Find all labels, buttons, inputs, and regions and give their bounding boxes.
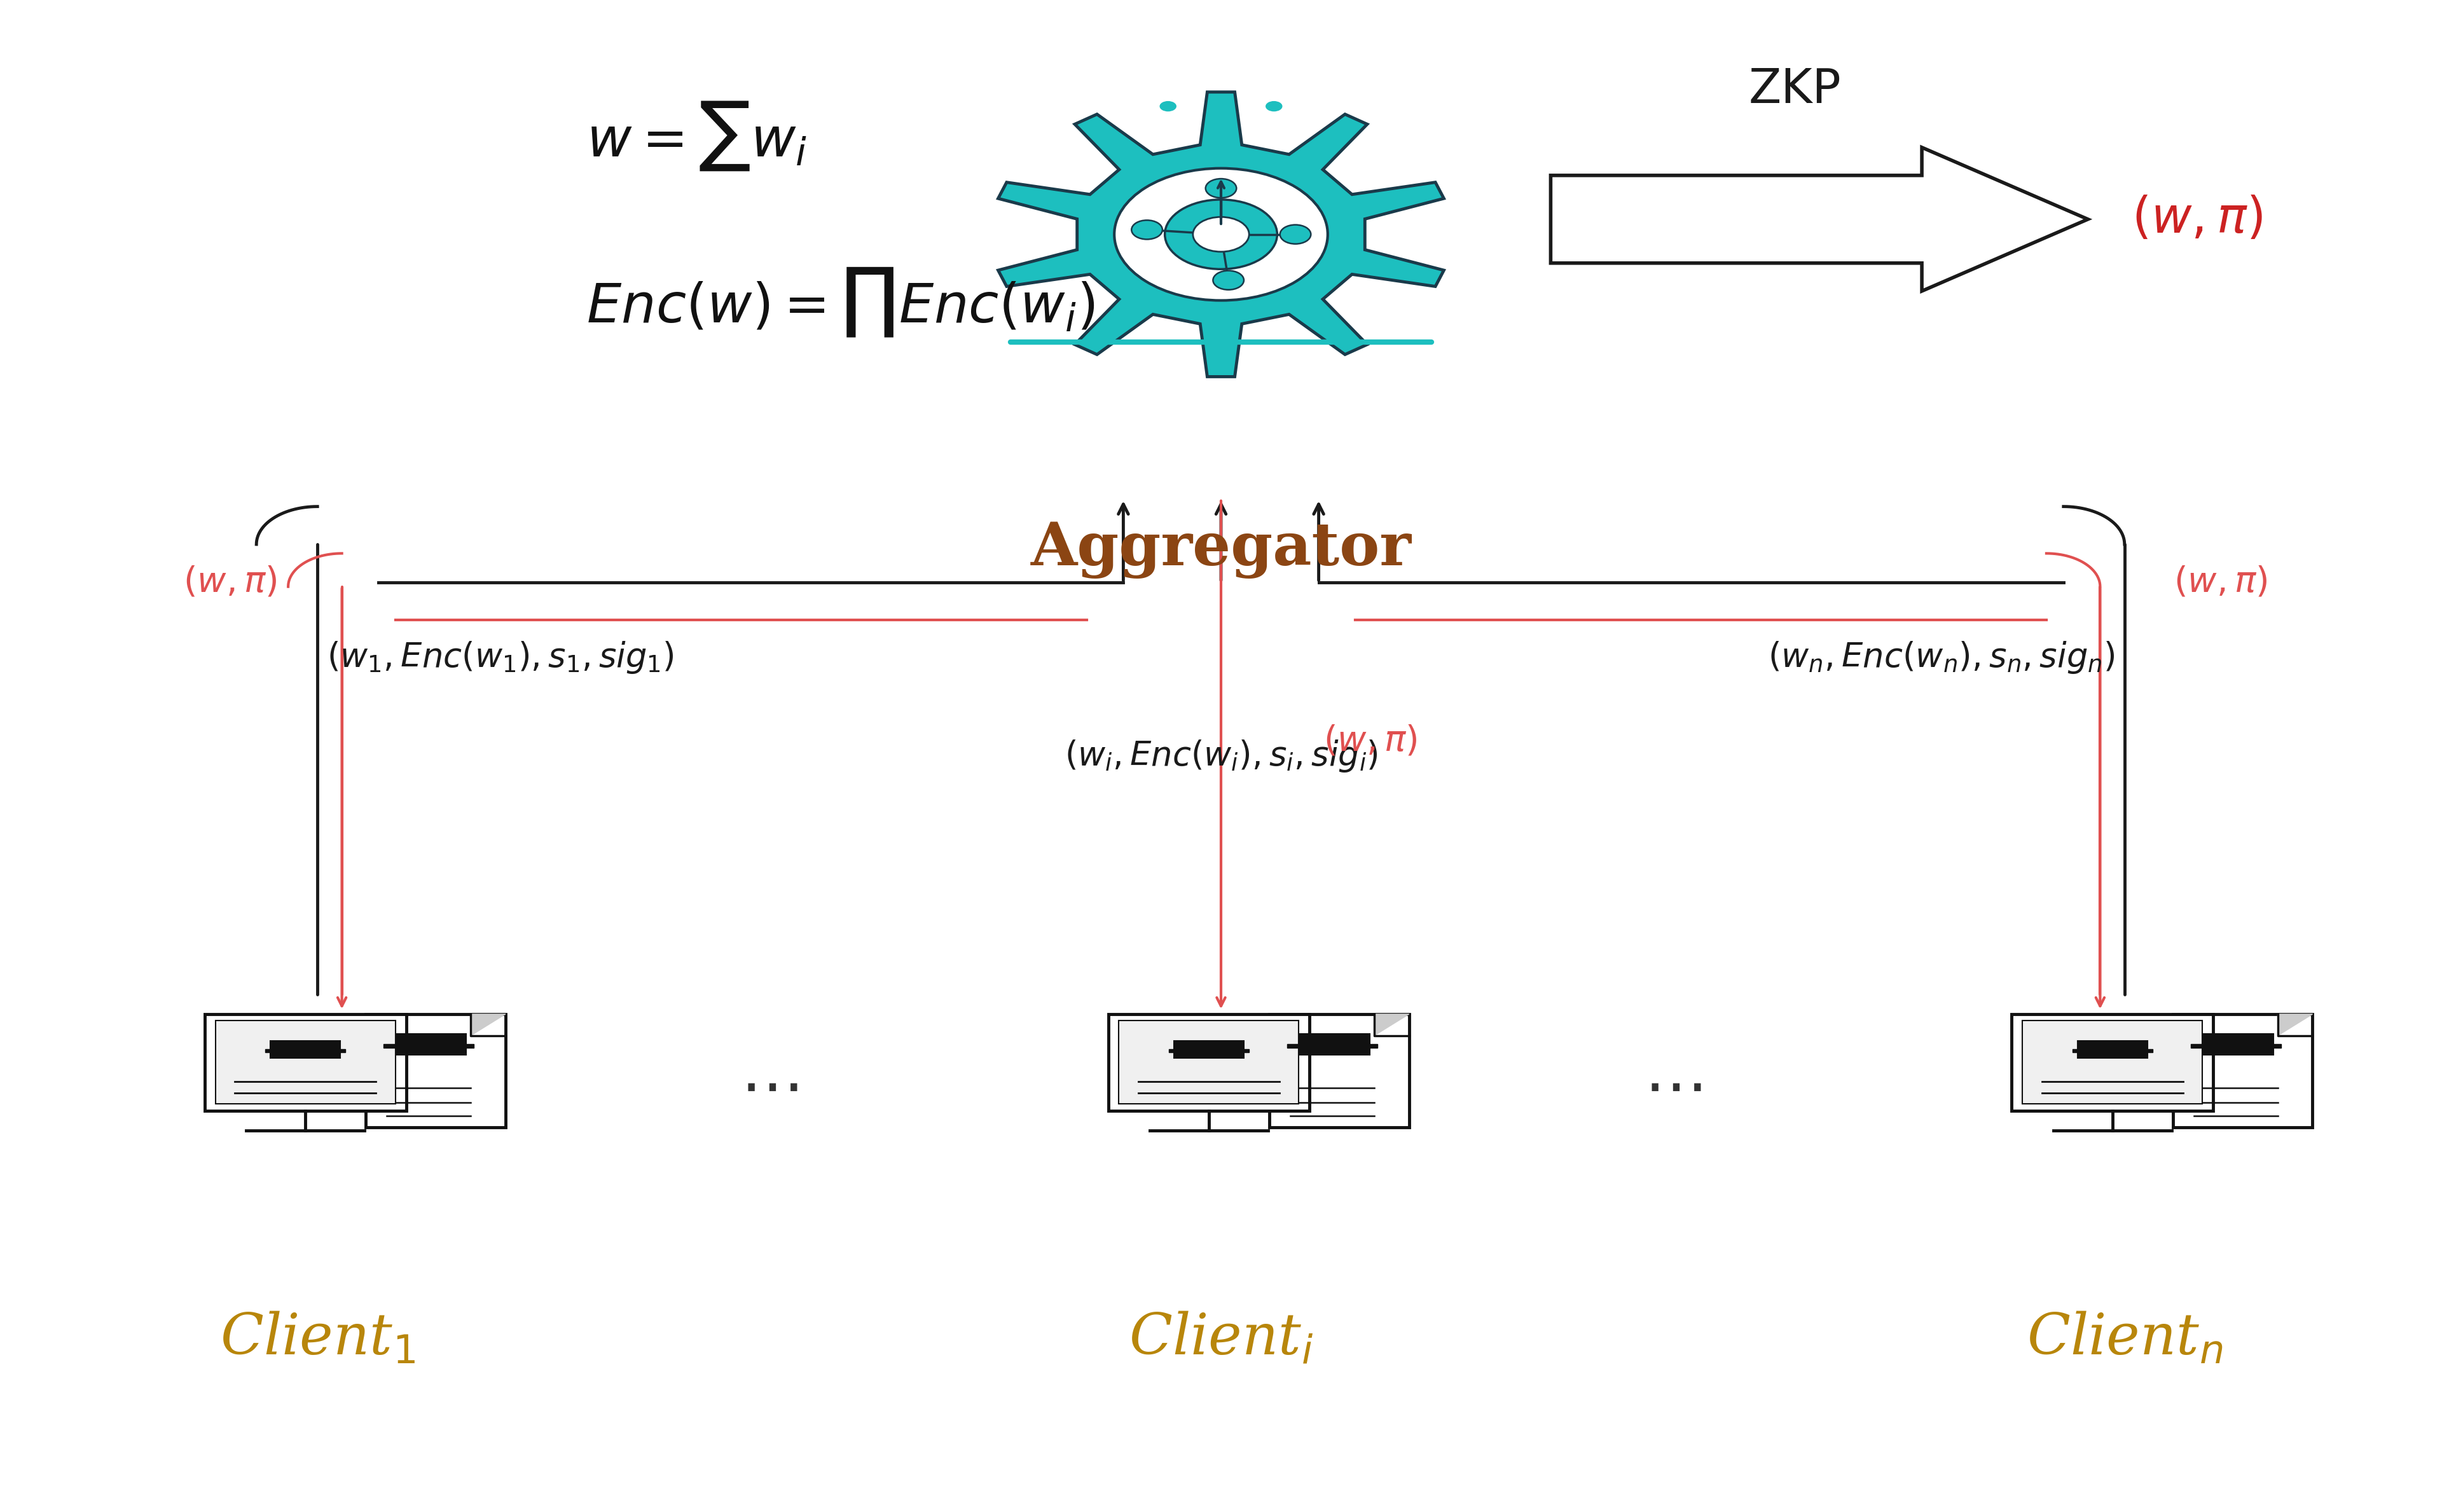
Circle shape	[1206, 178, 1236, 198]
Bar	[2012, 1015, 2212, 1110]
Bar	[1294, 1034, 1370, 1055]
Text: $(w_1, Enc(w_1), s_1, sig_1)$: $(w_1, Enc(w_1), s_1, sig_1)$	[327, 640, 674, 676]
Polygon shape	[1287, 1043, 1377, 1048]
Polygon shape	[1375, 1015, 1409, 1036]
Circle shape	[1131, 221, 1162, 239]
Polygon shape	[2190, 1043, 2281, 1048]
Text: ZKP: ZKP	[1748, 67, 1841, 113]
Polygon shape	[1170, 1049, 1248, 1052]
Polygon shape	[471, 1015, 505, 1036]
Circle shape	[1280, 225, 1311, 243]
Polygon shape	[266, 1049, 344, 1052]
Bar	[205, 1015, 405, 1110]
Text: $\cdots$: $\cdots$	[1643, 1058, 1702, 1119]
Bar	[366, 1015, 505, 1128]
Polygon shape	[2073, 1049, 2151, 1052]
Circle shape	[1160, 101, 1177, 112]
Bar	[215, 1021, 396, 1104]
Text: Client$_n$: Client$_n$	[2027, 1311, 2222, 1365]
Bar	[1118, 1021, 1299, 1104]
Text: $(w_i, Enc(w_i), s_i, sig_i)$: $(w_i, Enc(w_i), s_i, sig_i)$	[1065, 738, 1377, 774]
Bar	[2022, 1021, 2203, 1104]
Text: Client$_1$: Client$_1$	[220, 1311, 415, 1365]
Bar	[1109, 1015, 1309, 1110]
Text: $( w, \pi )$: $( w, \pi )$	[1324, 723, 1416, 759]
Polygon shape	[2278, 1015, 2313, 1036]
Text: $(w, \pi)$: $(w, \pi)$	[2173, 564, 2266, 600]
Polygon shape	[383, 1043, 474, 1048]
Text: $(w, \pi)$: $(w, \pi)$	[183, 564, 276, 600]
Bar	[1175, 1042, 1243, 1058]
Bar	[391, 1034, 466, 1055]
Polygon shape	[1551, 148, 2088, 292]
Circle shape	[1214, 95, 1228, 106]
Circle shape	[1192, 218, 1250, 253]
Bar	[271, 1042, 339, 1058]
Circle shape	[1214, 271, 1243, 290]
Text: $Enc(w) = \prod Enc(w_i)$: $Enc(w) = \prod Enc(w_i)$	[586, 266, 1094, 339]
Circle shape	[1265, 101, 1282, 112]
Text: $(w, \pi)$: $(w, \pi)$	[2132, 195, 2264, 243]
Bar	[2173, 1015, 2313, 1128]
Polygon shape	[999, 92, 1443, 376]
Text: $(w_n, Enc(w_n), s_n, sig_n)$: $(w_n, Enc(w_n), s_n, sig_n)$	[1768, 640, 2115, 676]
Bar	[2078, 1042, 2147, 1058]
Circle shape	[1114, 168, 1328, 301]
Circle shape	[1165, 200, 1277, 269]
Text: $w = \sum w_i$: $w = \sum w_i$	[586, 100, 806, 172]
Text: $\cdots$: $\cdots$	[740, 1058, 799, 1119]
Text: Client$_i$: Client$_i$	[1128, 1309, 1314, 1367]
Bar	[2198, 1034, 2274, 1055]
Bar	[1270, 1015, 1409, 1128]
Text: Aggregator: Aggregator	[1031, 522, 1411, 579]
